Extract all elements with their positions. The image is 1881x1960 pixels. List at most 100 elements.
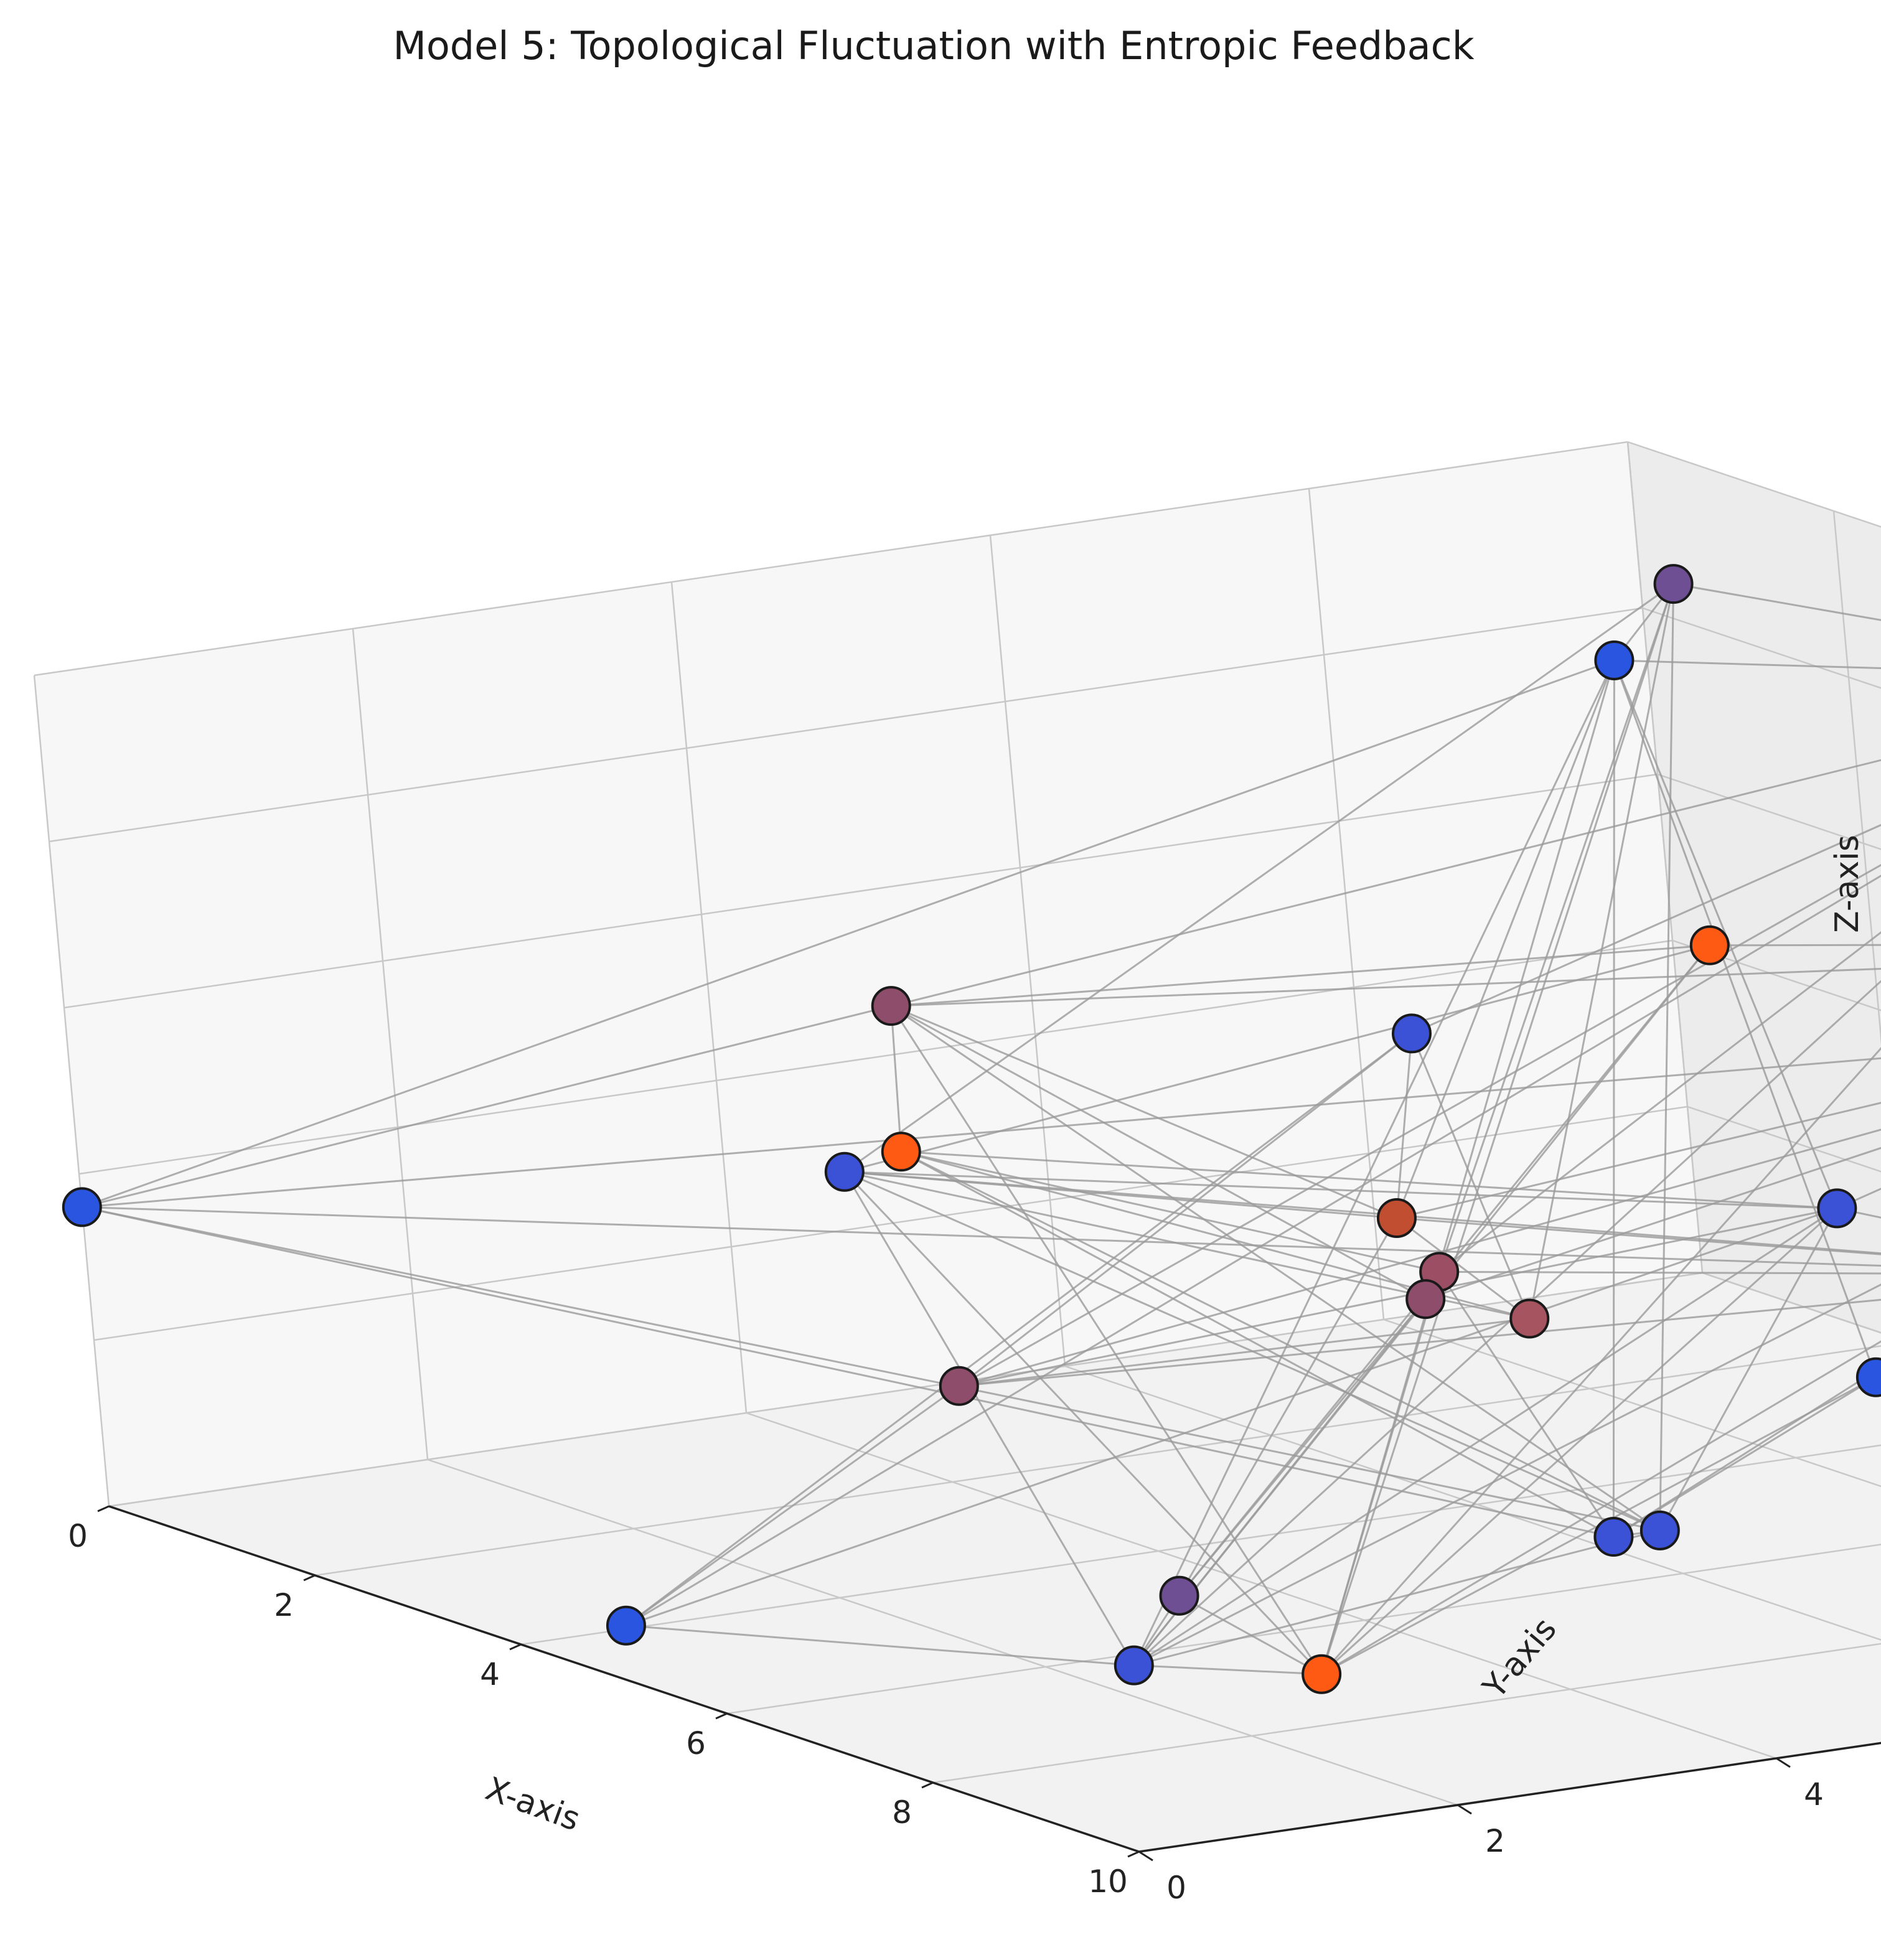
left-grid-y [670, 581, 748, 1414]
network-edge [1659, 584, 1675, 1531]
network-edge [1613, 660, 1877, 1378]
axis-panes [34, 442, 1881, 1852]
network-node [871, 986, 911, 1026]
network-edge [1396, 1102, 1881, 1219]
y-tick-label: 4 [1804, 1776, 1824, 1812]
network-edge [1133, 1664, 1322, 1676]
back-pane [1628, 442, 1881, 1333]
network-edge [626, 874, 1881, 1626]
network-edge [1321, 1047, 1881, 1675]
network-edge [1178, 1298, 1427, 1597]
left-pane [34, 442, 1702, 1506]
network-edge [626, 1207, 1837, 1627]
network-edge [1133, 980, 1881, 1666]
network-edge [901, 1150, 1837, 1209]
network-node [1159, 1575, 1199, 1616]
x-tick-label: 6 [686, 1725, 706, 1761]
network-edge [1133, 1283, 1881, 1666]
network-edge [843, 1171, 1135, 1666]
network-edge [1321, 1340, 1881, 1675]
y-tick [1457, 1804, 1472, 1815]
network-edge [1133, 1529, 1661, 1667]
floor-pane [109, 1273, 1881, 1852]
network-edge [1613, 1366, 1881, 1538]
back-grid-z [1627, 441, 1881, 528]
network-edge [843, 583, 1674, 1173]
x-tick [715, 1712, 728, 1720]
network-edge [890, 1006, 903, 1152]
network-node [1593, 1517, 1634, 1557]
network-edge [1411, 823, 1881, 1034]
network-edge [901, 1150, 1615, 1538]
network-edge [959, 864, 1881, 1387]
network-edge [958, 1033, 1412, 1387]
network-edge [1612, 660, 1615, 1537]
y-tick-label: 0 [1166, 1870, 1186, 1906]
axis-lines [108, 1505, 1881, 1853]
network-node [606, 1605, 646, 1646]
network-edge [626, 1385, 960, 1626]
back-grid-z [1657, 773, 1881, 850]
network-node [1114, 1645, 1154, 1686]
network-edge [1614, 659, 1881, 670]
network-edges [82, 583, 1881, 1676]
network-edge [1438, 931, 1881, 1273]
floor-grid-y [1702, 1272, 1881, 1334]
network-node [1302, 1654, 1342, 1694]
network-edge [1438, 1271, 1615, 1537]
back-grid-z [1672, 939, 1881, 1011]
x-tick-label: 10 [1088, 1864, 1128, 1900]
tick-labels: 000222444666888101010 [68, 1505, 1824, 1906]
x-tick-label: 0 [68, 1518, 88, 1554]
y-axis-line [1138, 1742, 1881, 1853]
network-edge [901, 1150, 1661, 1532]
network-edge [1673, 583, 1881, 621]
left-grid-y [352, 628, 429, 1460]
network-node [1817, 1188, 1857, 1229]
network-edge [82, 659, 1615, 1208]
x-tick-label: 8 [892, 1794, 912, 1831]
network-edge [82, 1206, 1661, 1532]
network-node [824, 1151, 865, 1192]
network-edge [82, 1057, 1881, 1208]
x-axis-line [108, 1505, 1140, 1853]
network-edge [1178, 1595, 1322, 1676]
network-edge [891, 944, 1710, 1007]
network-node [62, 1187, 102, 1227]
floor-grid-y [427, 1458, 1458, 1806]
chart-title: Model 5: Topological Fluctuation with En… [393, 23, 1474, 68]
network-edge [1396, 660, 1615, 1219]
network-node [881, 1132, 921, 1172]
x-tick-label: 2 [274, 1587, 294, 1623]
network-edge [1178, 1217, 1398, 1597]
network-edge [959, 1318, 1530, 1387]
network-edge [959, 1207, 1837, 1387]
network-node [1689, 925, 1730, 965]
network-node [1639, 1510, 1680, 1550]
network-node [1509, 1298, 1550, 1339]
floor-grid-y [1064, 1365, 1881, 1641]
z-axis-label: Z-axis [1829, 835, 1866, 933]
floor-grid-x [726, 1544, 1881, 1715]
network-edge [890, 1005, 1323, 1675]
network-edge [1320, 1271, 1440, 1675]
x-tick [509, 1643, 522, 1651]
network-edge [1528, 583, 1675, 1319]
floor-grid-x [932, 1643, 1881, 1784]
left-grid-z [78, 939, 1673, 1175]
network-edge [901, 1150, 1440, 1273]
x-tick [303, 1574, 316, 1582]
network-edge [844, 944, 1710, 1173]
floor-grid-y [1383, 1318, 1881, 1488]
left-grid-z [63, 773, 1658, 1009]
left-grid-y [1626, 441, 1704, 1273]
network-edge [1133, 660, 1615, 1666]
network-node [1376, 1198, 1417, 1238]
network-node [1405, 1279, 1446, 1320]
network-edge [1396, 1217, 1531, 1320]
network-edge [1396, 1217, 1881, 1255]
network-edge [1438, 583, 1674, 1272]
floor-grid-y [746, 1412, 1777, 1760]
network-edge [1133, 1207, 1838, 1666]
